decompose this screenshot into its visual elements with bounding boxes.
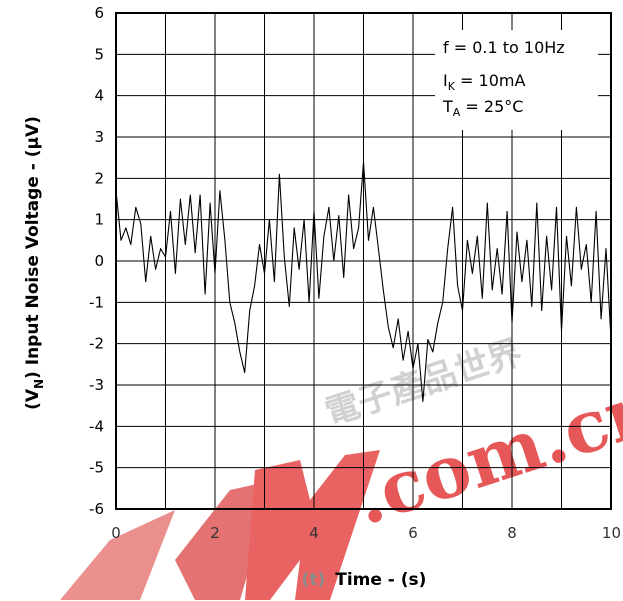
- x-tick-label: 0: [111, 524, 121, 542]
- annotation-line-frequency: f = 0.1 to 10Hz: [443, 38, 565, 57]
- y-tick-label: -5: [89, 459, 104, 477]
- y-tick-label: 6: [94, 4, 104, 22]
- y-tick-label: 3: [94, 128, 104, 146]
- x-tick-labels: 0 2 4 6 8 10: [111, 524, 621, 542]
- y-tick-label: 4: [94, 87, 104, 105]
- x-axis-title: (t) Time - (s): [302, 570, 427, 590]
- x-tick-label: 2: [210, 524, 220, 542]
- x-tick-label: 6: [408, 524, 418, 542]
- x-tick-label: 10: [602, 524, 621, 542]
- y-axis-title: (VN) Input Noise Voltage - (µV): [23, 116, 46, 410]
- annotation-line-current: IK = 10mA: [443, 71, 525, 93]
- noise-series: [115, 161, 612, 403]
- y-tick-label: -4: [89, 417, 104, 435]
- watermark-logo: .com.cn 電子產品世界: [60, 332, 623, 600]
- y-tick-label: -2: [89, 335, 104, 353]
- annotation-line-temperature: TA = 25°C: [442, 97, 523, 119]
- x-tick-label: 4: [309, 524, 319, 542]
- y-tick-label: -6: [89, 500, 104, 518]
- y-tick-label: -3: [89, 376, 104, 394]
- noise-trace-line: [115, 161, 612, 403]
- edn-logo-shape: [60, 450, 380, 600]
- annotation-box: [435, 30, 598, 130]
- y-tick-label: 0: [94, 252, 104, 270]
- y-tick-labels: 6 5 4 3 2 1 0 -1 -2 -3 -4 -5 -6: [89, 4, 104, 518]
- plot-frame: [115, 12, 612, 510]
- y-tick-label: -1: [89, 293, 104, 311]
- x-tick-label: 8: [507, 524, 517, 542]
- y-tick-label: 5: [94, 45, 104, 63]
- y-tick-label: 2: [94, 169, 104, 187]
- y-tick-label: 1: [94, 211, 104, 229]
